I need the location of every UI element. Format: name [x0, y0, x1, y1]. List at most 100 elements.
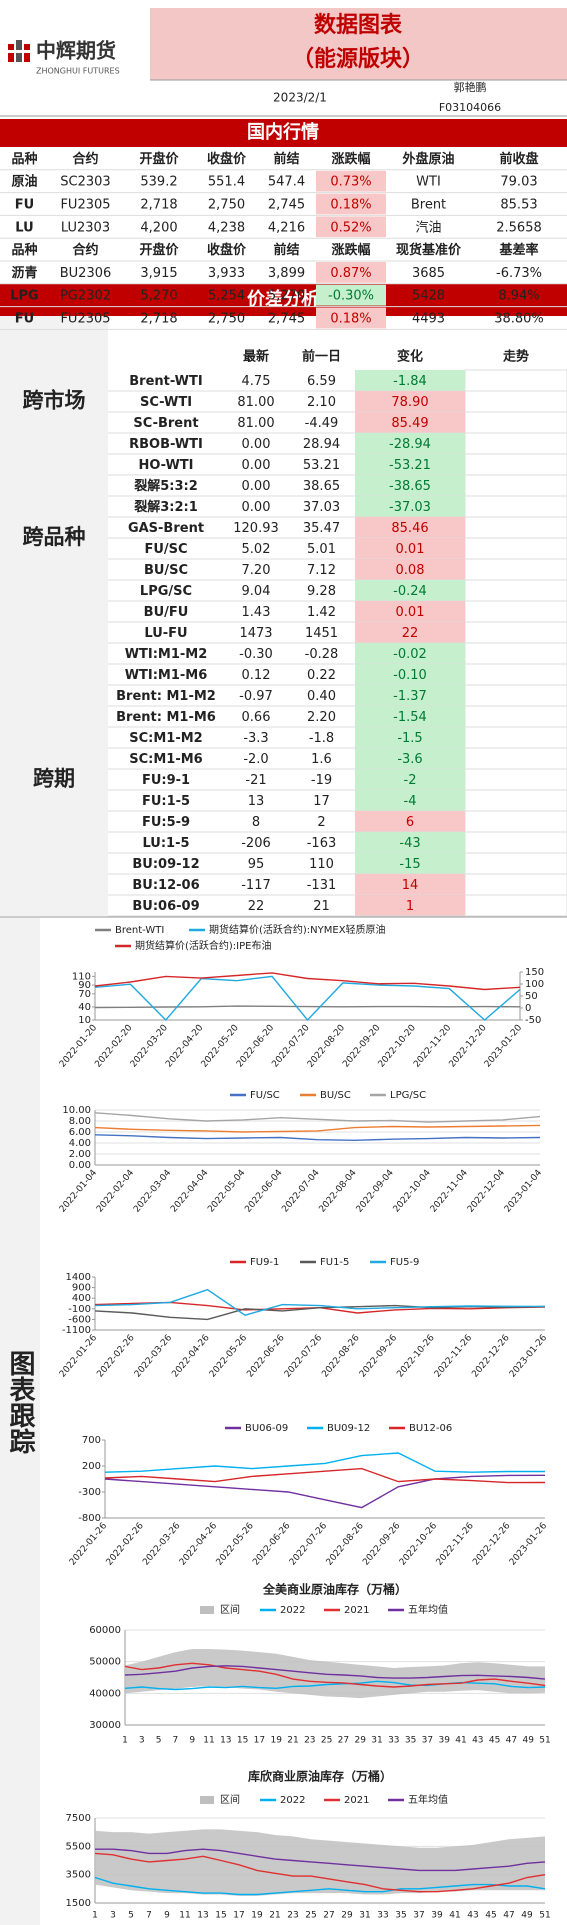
group-label: 跨期	[33, 767, 75, 791]
change-cell	[355, 706, 465, 727]
legend-label: 区间	[220, 1603, 240, 1616]
cell: 2,745	[268, 312, 305, 327]
cell: 78.90	[391, 395, 428, 410]
x-tick-label: 25	[305, 1911, 316, 1921]
y-tick-label: -1100	[62, 1325, 91, 1336]
y-tick-label: 1400	[66, 1272, 91, 1283]
cell: -1.37	[393, 689, 427, 704]
cell: 5428	[412, 289, 445, 304]
series-line	[94, 1876, 546, 1896]
trend-cell	[464, 705, 567, 728]
cell: 110	[309, 857, 334, 872]
x-tick-label: 45	[489, 1736, 500, 1746]
spread-name: Brent-WTI	[129, 374, 202, 389]
cell: LPG	[10, 289, 38, 304]
spread-name: Brent: M1-M2	[116, 689, 216, 704]
change-cell	[355, 895, 465, 916]
title: 数据图表	[314, 12, 403, 38]
column-header: 前结	[273, 151, 299, 167]
cell: FU	[15, 198, 34, 213]
spread-name: BU/FU	[144, 605, 189, 620]
legend-label: 期货结算价(活跃合约):IPE布油	[135, 939, 271, 952]
legend-label: LPG/SC	[390, 1090, 426, 1101]
spread-name: SC-WTI	[140, 395, 192, 410]
change-cell	[355, 370, 465, 391]
y-tick-label: 900	[72, 1283, 91, 1294]
cell: 3,899	[268, 266, 305, 281]
spread-name: SC:M1-M2	[129, 731, 202, 746]
column-header: 涨跌幅	[330, 242, 370, 258]
change-cell	[355, 769, 465, 790]
y-tick-label: -300	[78, 1487, 101, 1498]
x-tick-label: 3	[110, 1911, 116, 1921]
cell: 2,745	[268, 198, 305, 213]
cell: -4	[404, 794, 417, 809]
cell: 5,270	[268, 289, 305, 304]
x-tick-label: 51	[539, 1736, 550, 1746]
cell: 2,750	[208, 198, 245, 213]
spread-name: FU/SC	[144, 542, 187, 557]
spread-name: 裂解5:3:2	[133, 478, 198, 494]
cell: 28.94	[303, 437, 340, 452]
cell: 38.80%	[494, 312, 544, 327]
cell: 0.12	[242, 668, 271, 683]
cell: 5.01	[307, 542, 336, 557]
cell: 1473	[239, 626, 272, 641]
y-tick-label: 5500	[66, 1841, 91, 1852]
cell: 0.52%	[330, 220, 371, 235]
cell: 5,270	[140, 289, 177, 304]
cell: 0.01	[396, 542, 425, 557]
series-line	[104, 1474, 546, 1509]
cell: -0.24	[393, 584, 427, 599]
legend-label: BU12-06	[409, 1423, 452, 1434]
column-header: 收盘价	[207, 242, 247, 258]
change-cell	[355, 643, 465, 664]
chart-title: 库欣商业原油库存（万桶）	[248, 1769, 392, 1784]
cell: 8.94%	[498, 289, 539, 304]
x-tick-label: 13	[220, 1736, 231, 1746]
cell: -21	[245, 773, 266, 788]
cell: 6	[406, 815, 414, 830]
cell: 22	[248, 899, 265, 914]
tracking-label: 图表跟踪	[5, 1350, 35, 1454]
change-cell	[355, 496, 465, 517]
column-header: 合约	[72, 242, 98, 258]
legend-label: BU06-09	[245, 1423, 288, 1434]
spread-name: SC:M1-M6	[129, 752, 202, 767]
x-tick-label: 39	[431, 1911, 443, 1921]
spread-name: BU/SC	[144, 563, 188, 578]
logo-text: 中辉期货	[36, 39, 116, 63]
spread-name: Brent: M1-M6	[116, 710, 216, 725]
cell: -4.49	[305, 416, 339, 431]
cell: -1.5	[397, 731, 422, 746]
spread-name: FU:9-1	[142, 773, 190, 788]
column-header: 合约	[72, 151, 98, 167]
section-bar	[0, 284, 567, 316]
change-cell	[355, 811, 465, 832]
spread-name: RBOB-WTI	[129, 437, 203, 452]
author-id: F03104066	[439, 101, 501, 114]
x-tick-label: 49	[521, 1911, 533, 1921]
cell: 0.00	[242, 437, 271, 452]
series-line	[94, 1288, 546, 1316]
trend-cell	[464, 789, 567, 812]
x-tick-label: 5	[128, 1911, 134, 1921]
cell: 5.02	[242, 542, 271, 557]
series-line	[94, 1134, 541, 1142]
change-cell	[355, 475, 465, 496]
group-label: 跨品种	[23, 525, 86, 549]
y-tick-label: 2.00	[69, 1149, 91, 1160]
y-tick-label: 3500	[66, 1870, 91, 1881]
x-tick-label: 9	[164, 1911, 170, 1921]
x-tick-label: 23	[287, 1911, 298, 1921]
series-line	[94, 1124, 541, 1133]
y-tick-label: 1500	[66, 1898, 91, 1909]
x-tick-label: 29	[341, 1911, 353, 1921]
cell: 0.73%	[330, 175, 371, 190]
cell: 0.87%	[330, 266, 371, 281]
x-tick-label: 11	[203, 1736, 214, 1746]
cell: 2,750	[208, 312, 245, 327]
legend-label: 2022	[280, 1795, 305, 1806]
x-tick-label: 35	[395, 1911, 406, 1921]
